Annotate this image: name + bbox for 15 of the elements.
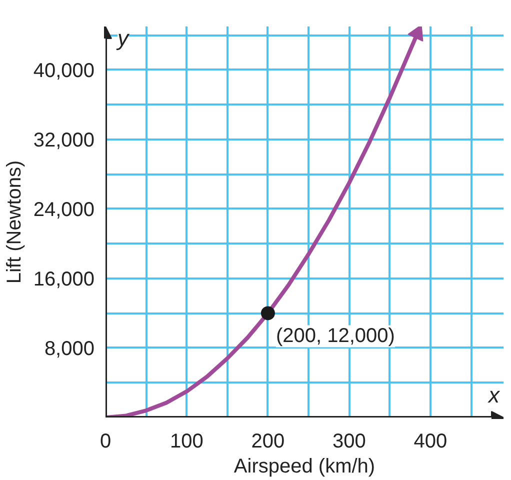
y-tick-label: 16,000: [33, 268, 94, 290]
y-axis-title: Lift (Newtons): [3, 160, 26, 284]
y-tick-label: 24,000: [33, 198, 94, 221]
annotation: y: [116, 26, 130, 50]
x-tick-label: 100: [170, 430, 204, 452]
y-tick-label: 32,000: [33, 129, 94, 152]
x-tick-label: 200: [251, 430, 285, 452]
y-tick-label: 8,000: [44, 338, 95, 360]
x-tick-label: 300: [332, 430, 366, 452]
y-tick-label: 40,000: [33, 60, 94, 82]
x-tick-label: 0: [100, 430, 112, 452]
annotation: (200, 12,000): [276, 325, 395, 348]
x-axis-title: Airspeed (km/h): [234, 456, 376, 478]
annotation: x: [488, 382, 500, 408]
x-tick-label: 400: [414, 430, 448, 452]
